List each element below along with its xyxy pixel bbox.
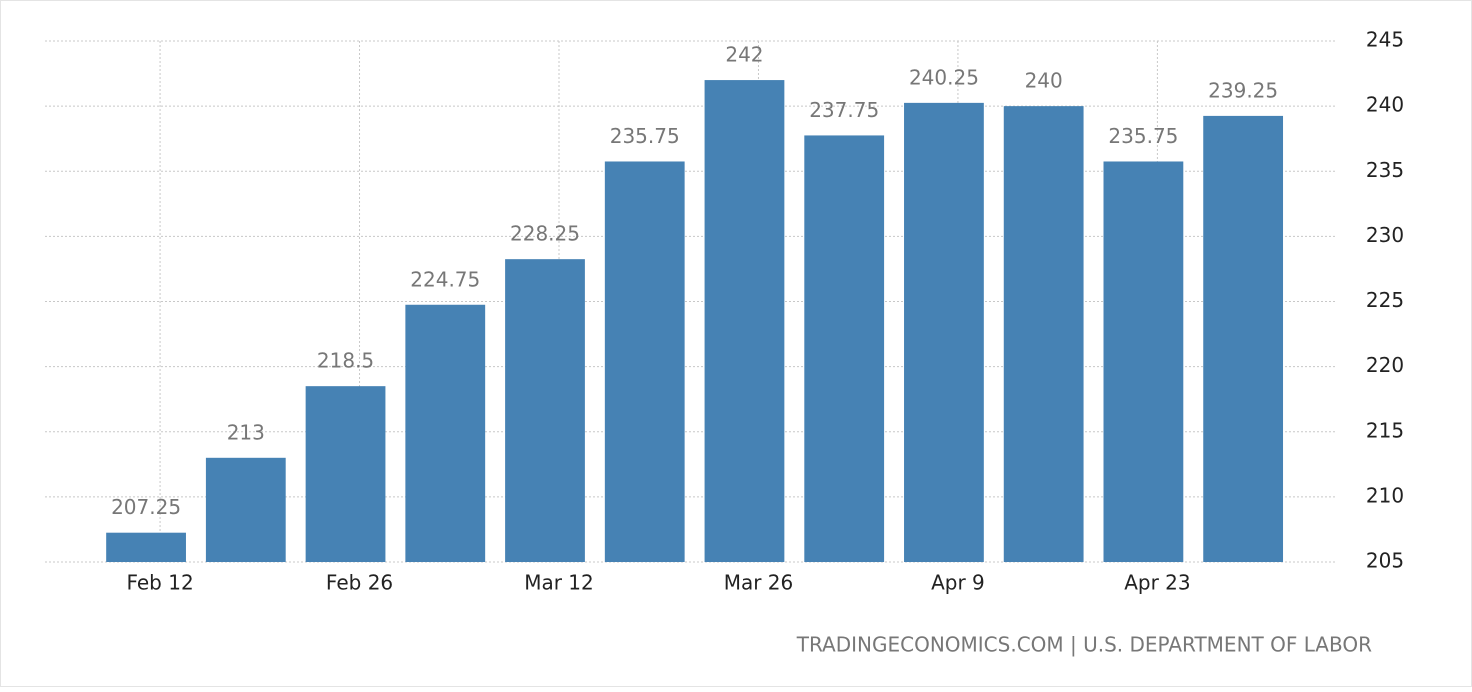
- x-tick-label: Apr 9: [931, 571, 985, 595]
- value-label: 235.75: [1108, 124, 1178, 148]
- bar: [505, 259, 585, 562]
- value-label: 213: [227, 420, 265, 444]
- bar: [904, 102, 984, 563]
- x-tick-label: Mar 12: [524, 571, 594, 595]
- value-label: 218.5: [317, 349, 374, 373]
- y-tick-label: 215: [1366, 418, 1404, 442]
- value-label: 242: [725, 43, 763, 67]
- y-tick-label: 210: [1366, 483, 1404, 507]
- value-label: 239.25: [1208, 78, 1278, 102]
- y-tick-label: 235: [1366, 158, 1404, 182]
- bar: [1203, 115, 1284, 563]
- value-label: 240: [1025, 69, 1063, 93]
- value-label: 224.75: [410, 267, 480, 291]
- value-label: 240.25: [909, 65, 979, 89]
- bar: [804, 135, 885, 562]
- value-label: 207.25: [111, 495, 181, 519]
- source: TRADINGECONOMICS.COM | U.S. DEPARTMENT O…: [796, 633, 1372, 657]
- y-tick-label: 230: [1366, 223, 1404, 247]
- value-label: 228.25: [510, 222, 580, 246]
- x-tick-label: Feb 12: [126, 571, 193, 595]
- y-tick-label: 245: [1366, 28, 1404, 52]
- value-label: 237.75: [809, 98, 879, 122]
- y-tick-label: 240: [1366, 93, 1404, 117]
- bar: [1103, 161, 1184, 562]
- x-tick-label: Apr 23: [1124, 571, 1190, 595]
- bar: [305, 386, 386, 562]
- bar: [1003, 106, 1084, 562]
- y-tick-label: 220: [1366, 353, 1404, 377]
- bar: [704, 80, 785, 562]
- bar: [604, 161, 685, 562]
- bar: [405, 304, 486, 562]
- x-tick-label: Mar 26: [724, 571, 794, 595]
- bar: [106, 532, 186, 562]
- bar: [205, 457, 286, 562]
- y-tick-label: 205: [1366, 549, 1404, 573]
- x-tick-label: Feb 26: [326, 571, 393, 595]
- y-tick-label: 225: [1366, 288, 1404, 312]
- value-label: 235.75: [610, 124, 680, 148]
